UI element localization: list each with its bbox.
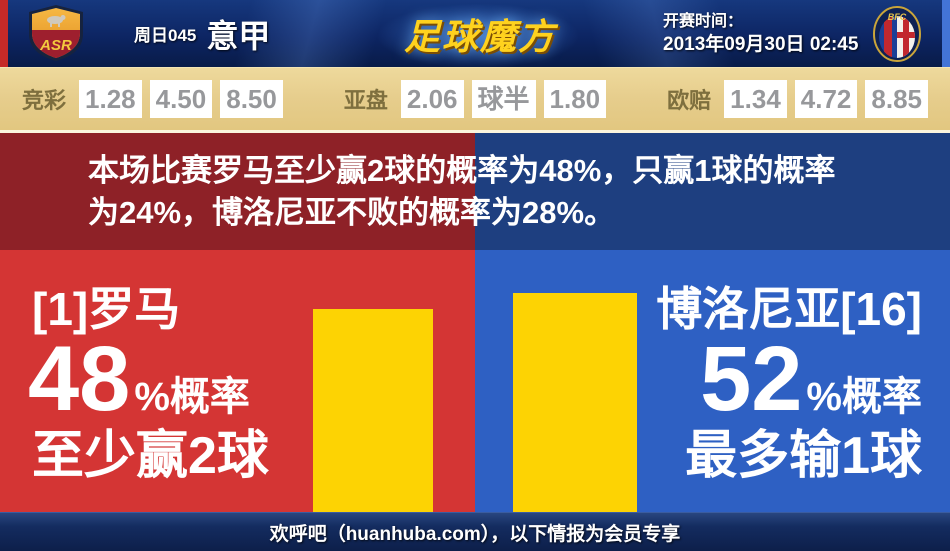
site-logo-text: 足球魔方 <box>403 15 556 57</box>
footer: 欢呼吧（huanhuba.com），以下情报为会员专享 <box>0 512 950 551</box>
european-home-odds: 1.34 <box>724 80 787 118</box>
odds-row: 竞彩 1.28 4.50 8.50 亚盘 2.06 球半 1.80 欧赔 1.3… <box>0 67 950 133</box>
home-percent-value: 48 <box>28 328 131 430</box>
kickoff-block: 开赛时间： 2013年09月30日 02:45 <box>663 11 858 57</box>
away-outcome: 最多输1球 <box>685 427 922 485</box>
site-logo[interactable]: 足球魔方 <box>388 0 572 67</box>
home-outcome: 至少赢2球 <box>32 427 269 485</box>
handicap-line: 球半 <box>471 80 536 118</box>
summary-line-2: 为24%，博洛尼亚不败的概率为28%。 <box>88 195 616 230</box>
odds-group-asian-handicap: 亚盘 2.06 球半 1.80 <box>343 80 607 118</box>
roma-crest-initials: ASR <box>39 37 72 54</box>
away-team-name: 博洛尼亚[16] <box>656 283 922 335</box>
home-percent-row: 48 %概率 <box>28 333 250 425</box>
footer-text: 欢呼吧（huanhuba.com），以下情报为会员专享 <box>269 523 681 545</box>
handicap-away-odds: 1.80 <box>543 80 607 118</box>
odds-group-european: 欧赔 1.34 4.72 8.85 <box>667 80 928 118</box>
match-info: 周日045 意甲 <box>134 0 270 67</box>
european-away-odds: 8.85 <box>865 80 928 118</box>
bologna-crest-initials: BFC <box>888 12 907 22</box>
roma-crest-icon: ASR <box>26 4 86 67</box>
odds-label-jingcai: 竞彩 <box>22 88 67 113</box>
right-blue-stripe <box>942 0 950 67</box>
probability-summary: 本场比赛罗马至少赢2球的概率为48%，只赢1球的概率 为24%，博洛尼亚不败的概… <box>88 150 836 234</box>
away-dark-band <box>475 133 950 250</box>
jingcai-draw-odds: 4.50 <box>149 80 213 118</box>
odds-label-european: 欧赔 <box>667 88 712 113</box>
home-percent-suffix: %概率 <box>134 375 250 419</box>
home-dark-band <box>0 133 475 250</box>
left-red-stripe <box>0 0 8 67</box>
prediction-panel: 本场比赛罗马至少赢2球的概率为48%，只赢1球的概率 为24%，博洛尼亚不败的概… <box>0 133 950 512</box>
kickoff-label: 开赛时间： <box>663 13 744 30</box>
match-code: 周日045 <box>134 26 197 45</box>
home-probability-bar <box>313 309 433 512</box>
header: ASR 周日045 意甲 足球魔方 开赛时间： 2013年09月30日 02:4… <box>0 0 950 67</box>
odds-group-jingcai: 竞彩 1.28 4.50 8.50 <box>22 80 283 118</box>
home-team-name: [1]罗马 <box>32 283 181 335</box>
odds-label-asian-handicap: 亚盘 <box>343 88 388 113</box>
handicap-home-odds: 2.06 <box>400 80 464 118</box>
away-percent-row: 52 %概率 <box>700 333 922 425</box>
jingcai-home-odds: 1.28 <box>79 80 142 118</box>
european-draw-odds: 4.72 <box>794 80 858 118</box>
kickoff-datetime: 2013年09月30日 02:45 <box>663 34 859 55</box>
away-probability-bar <box>513 293 637 512</box>
bologna-crest-icon: BFC <box>872 5 922 68</box>
away-percent-suffix: %概率 <box>806 375 922 419</box>
summary-line-1: 本场比赛罗马至少赢2球的概率为48%，只赢1球的概率 <box>88 153 836 188</box>
jingcai-away-odds: 8.50 <box>220 80 283 118</box>
league-name: 意甲 <box>206 17 271 54</box>
away-percent-value: 52 <box>700 328 803 430</box>
